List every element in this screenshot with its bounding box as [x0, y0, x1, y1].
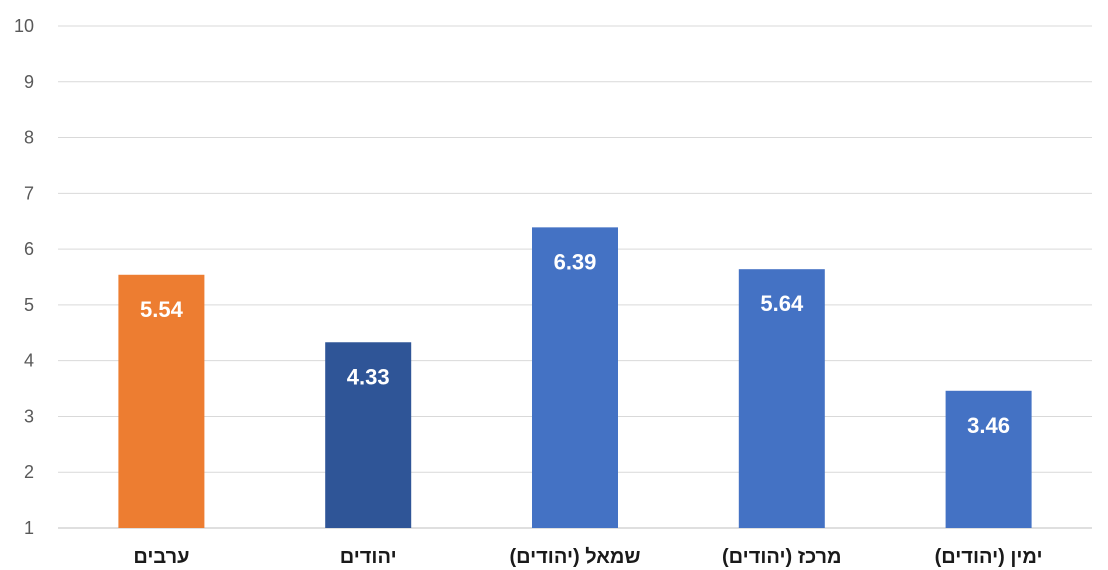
data-label-0: 5.54 — [140, 297, 184, 322]
category-label-3: מרכז (יהודים) — [722, 546, 842, 568]
y-tick-label: 1 — [24, 518, 34, 538]
bar-1 — [325, 342, 412, 528]
y-tick-label: 6 — [24, 239, 34, 259]
category-label-4: ימין (יהודים) — [935, 546, 1043, 568]
y-tick-label: 9 — [24, 72, 34, 92]
y-tick-label: 4 — [24, 351, 34, 371]
y-tick-label: 3 — [24, 406, 34, 426]
category-label-1: יהודים — [340, 546, 397, 568]
bar-2 — [532, 227, 618, 528]
bar-0 — [118, 274, 205, 528]
data-label-4: 3.46 — [967, 413, 1010, 438]
y-tick-label: 2 — [24, 462, 34, 482]
bar-3 — [738, 269, 825, 528]
data-label-2: 6.39 — [554, 249, 597, 274]
data-label-3: 5.64 — [760, 291, 804, 316]
y-axis-ticks: 1 2 3 4 5 6 7 8 9 10 — [14, 16, 34, 538]
y-tick-label: 5 — [24, 295, 34, 315]
y-tick-label: 10 — [14, 16, 34, 36]
data-labels: 5.54 4.33 6.39 5.64 3.46 — [140, 249, 1010, 437]
category-label-2: שמאל (יהודים) — [509, 546, 640, 568]
bar-4 — [945, 390, 1032, 528]
data-label-1: 4.33 — [347, 364, 390, 389]
y-tick-label: 7 — [24, 183, 34, 203]
x-axis-categories: ערבים יהודים שמאל (יהודים) מרכז (יהודים) ימי… — [133, 546, 1042, 568]
bars — [118, 227, 1032, 528]
y-tick-label: 8 — [24, 128, 34, 148]
category-label-0: ערבים — [133, 546, 189, 568]
